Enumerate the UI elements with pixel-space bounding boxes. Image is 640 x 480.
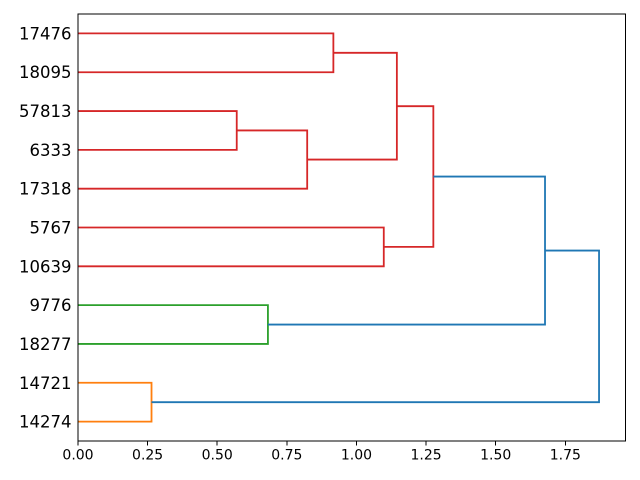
x-tick-label: 1.75 bbox=[550, 448, 581, 464]
dendrogram-link-m9 bbox=[267, 175, 546, 326]
dendrogram-link-m1 bbox=[78, 381, 153, 423]
x-tick-label: 0.25 bbox=[132, 448, 163, 464]
x-tick-label: 0.75 bbox=[271, 448, 302, 464]
dendrogram-link-m8 bbox=[383, 105, 435, 248]
leaf-label: 17476 bbox=[19, 24, 72, 43]
dendrogram-link-m7 bbox=[307, 51, 398, 161]
leaf-label: 14274 bbox=[19, 413, 72, 432]
leaf-label: 9776 bbox=[30, 296, 72, 315]
dendrogram-link-m3 bbox=[78, 110, 238, 151]
dendrogram-link-m4 bbox=[78, 129, 309, 190]
dendrogram-link-m5 bbox=[78, 32, 335, 74]
dendrogram-link-m10 bbox=[151, 249, 600, 404]
leaf-label: 57813 bbox=[19, 102, 72, 121]
leaf-label: 18095 bbox=[19, 63, 72, 82]
leaf-label: 5767 bbox=[30, 219, 72, 238]
leaf-label: 6333 bbox=[30, 141, 72, 160]
leaf-label: 18277 bbox=[19, 335, 72, 354]
x-tick-label: 0.00 bbox=[62, 448, 93, 464]
dendrogram-link-m2 bbox=[78, 304, 269, 345]
x-tick-label: 1.25 bbox=[411, 448, 442, 464]
leaf-label: 10639 bbox=[19, 257, 72, 276]
x-tick-label: 1.50 bbox=[480, 448, 511, 464]
plot-border bbox=[77, 13, 626, 442]
leaf-label: 17318 bbox=[19, 180, 72, 199]
leaf-label: 14721 bbox=[19, 374, 72, 393]
dendrogram-link-m6 bbox=[78, 226, 385, 268]
x-tick-label: 0.50 bbox=[202, 448, 233, 464]
x-tick-label: 1.00 bbox=[341, 448, 372, 464]
